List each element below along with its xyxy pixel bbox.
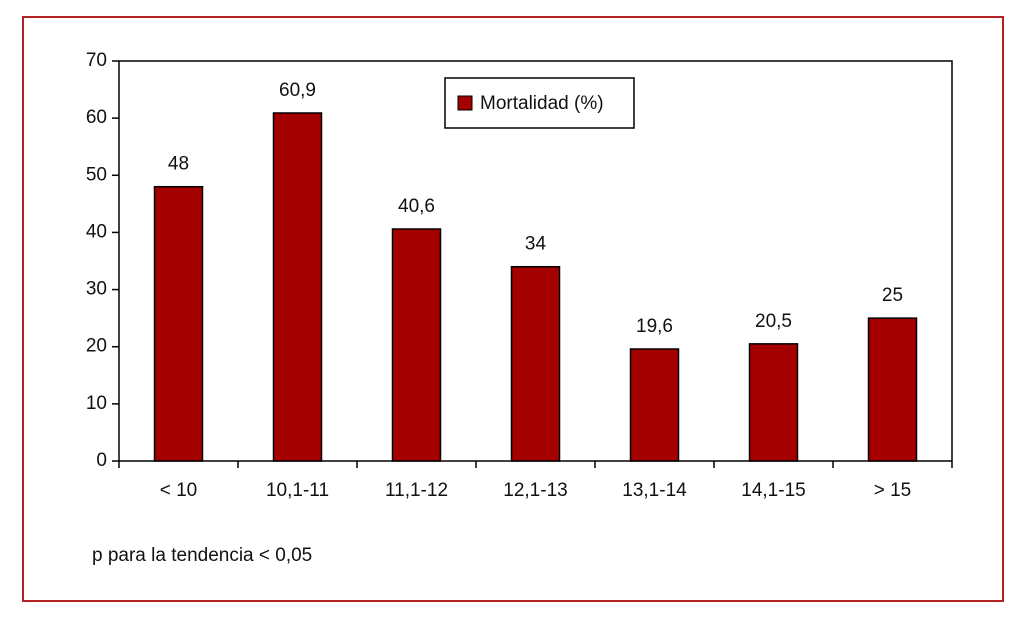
value-label: 60,9	[279, 80, 316, 101]
x-tick-label: 10,1-11	[266, 480, 329, 501]
x-tick-label: 13,1-14	[622, 480, 687, 501]
legend-box	[444, 77, 635, 129]
value-label: 19,6	[636, 316, 673, 337]
frame	[22, 16, 1004, 602]
annotation: p para la tendencia < 0,05	[92, 545, 312, 566]
bar	[272, 112, 323, 462]
value-label: 40,6	[398, 196, 435, 217]
legend-swatch	[457, 95, 473, 111]
y-tick-label: 20	[86, 336, 107, 357]
bar	[629, 348, 680, 462]
y-tick-label: 10	[86, 393, 107, 414]
x-tick-label: > 15	[874, 480, 912, 501]
y-tick-label: 50	[86, 164, 107, 185]
bar	[510, 265, 561, 462]
legend-label: Mortalidad (%)	[480, 93, 604, 114]
y-tick-label: 0	[96, 450, 107, 471]
bar	[867, 317, 918, 462]
y-tick-label: 60	[86, 107, 107, 128]
value-label: 25	[882, 285, 903, 306]
value-label: 34	[525, 234, 547, 255]
bar	[748, 343, 799, 462]
y-tick-label: 30	[86, 279, 107, 300]
x-tick-label: 14,1-15	[741, 480, 805, 501]
y-tick-label: 40	[86, 221, 107, 242]
value-label: 20,5	[755, 311, 792, 332]
bar	[391, 228, 442, 462]
x-tick-label: 12,1-13	[503, 480, 567, 501]
x-tick-label: 11,1-12	[385, 480, 448, 501]
bar	[153, 185, 204, 462]
value-label: 48	[168, 154, 189, 175]
x-tick-label: < 10	[160, 480, 198, 501]
y-tick-label: 70	[86, 50, 107, 71]
